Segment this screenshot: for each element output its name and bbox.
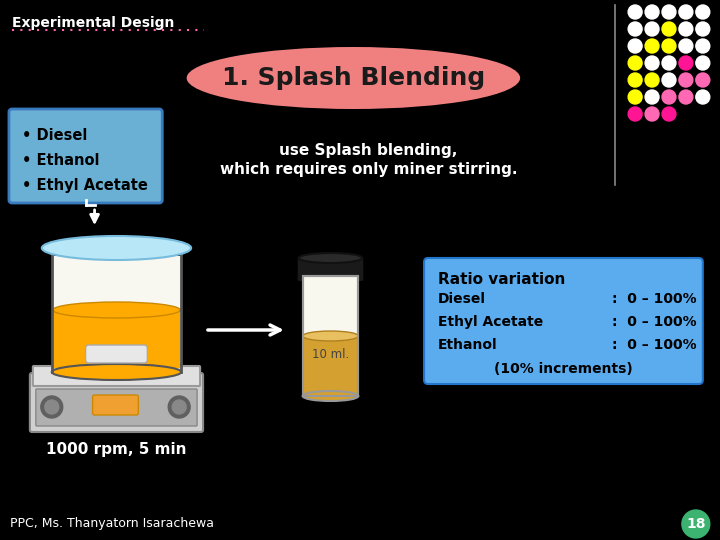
Circle shape	[696, 90, 710, 104]
Text: 1. Splash Blending: 1. Splash Blending	[222, 66, 485, 90]
Circle shape	[628, 5, 642, 19]
Circle shape	[45, 400, 59, 414]
Ellipse shape	[42, 236, 191, 260]
FancyBboxPatch shape	[52, 256, 181, 364]
Circle shape	[696, 5, 710, 19]
FancyBboxPatch shape	[86, 345, 148, 363]
Circle shape	[645, 22, 659, 36]
Text: Experimental Design: Experimental Design	[12, 16, 174, 30]
FancyBboxPatch shape	[424, 258, 703, 384]
Circle shape	[645, 107, 659, 121]
Ellipse shape	[302, 391, 359, 401]
Circle shape	[696, 39, 710, 53]
Circle shape	[628, 39, 642, 53]
Circle shape	[628, 22, 642, 36]
FancyBboxPatch shape	[30, 373, 203, 432]
FancyBboxPatch shape	[33, 366, 200, 386]
Ellipse shape	[53, 302, 180, 318]
Circle shape	[645, 5, 659, 19]
Text: PPC, Ms. Thanyatorn Isarachewa: PPC, Ms. Thanyatorn Isarachewa	[10, 517, 214, 530]
Text: Ethyl Acetate: Ethyl Acetate	[438, 315, 544, 329]
FancyBboxPatch shape	[93, 395, 138, 415]
Text: which requires only miner stirring.: which requires only miner stirring.	[220, 162, 517, 177]
FancyBboxPatch shape	[302, 336, 359, 396]
Text: (10% increments): (10% increments)	[494, 362, 633, 376]
Circle shape	[696, 56, 710, 70]
Text: :  0 – 100%: : 0 – 100%	[612, 315, 697, 329]
Circle shape	[679, 90, 693, 104]
Circle shape	[679, 39, 693, 53]
Circle shape	[662, 39, 676, 53]
Circle shape	[662, 5, 676, 19]
Text: use Splash blending,: use Splash blending,	[279, 143, 457, 158]
Circle shape	[696, 73, 710, 87]
Circle shape	[628, 107, 642, 121]
Text: Diesel: Diesel	[438, 292, 486, 306]
Circle shape	[679, 5, 693, 19]
FancyBboxPatch shape	[36, 389, 197, 426]
FancyBboxPatch shape	[53, 310, 180, 368]
Circle shape	[682, 510, 710, 538]
Circle shape	[168, 396, 190, 418]
Ellipse shape	[299, 253, 362, 263]
Text: 1000 rpm, 5 min: 1000 rpm, 5 min	[46, 442, 186, 457]
Circle shape	[662, 73, 676, 87]
Text: 18: 18	[686, 517, 706, 531]
Text: :  0 – 100%: : 0 – 100%	[612, 292, 697, 306]
Circle shape	[696, 22, 710, 36]
Ellipse shape	[186, 47, 520, 109]
Circle shape	[41, 396, 63, 418]
Circle shape	[679, 56, 693, 70]
Circle shape	[662, 22, 676, 36]
Ellipse shape	[52, 364, 181, 380]
Text: • Diesel: • Diesel	[22, 128, 87, 143]
Text: • Ethanol: • Ethanol	[22, 153, 99, 168]
Circle shape	[628, 56, 642, 70]
Circle shape	[662, 56, 676, 70]
Circle shape	[645, 56, 659, 70]
FancyBboxPatch shape	[302, 276, 359, 396]
Ellipse shape	[302, 331, 359, 341]
Circle shape	[662, 107, 676, 121]
Circle shape	[645, 90, 659, 104]
Circle shape	[662, 90, 676, 104]
Text: 10 ml.: 10 ml.	[312, 348, 349, 361]
Text: Ratio variation: Ratio variation	[438, 272, 565, 287]
Circle shape	[679, 22, 693, 36]
Text: • Ethyl Acetate: • Ethyl Acetate	[22, 178, 148, 193]
Circle shape	[172, 400, 186, 414]
FancyBboxPatch shape	[297, 256, 364, 282]
FancyBboxPatch shape	[9, 109, 162, 203]
Text: Ethanol: Ethanol	[438, 338, 498, 352]
Circle shape	[645, 39, 659, 53]
Circle shape	[645, 73, 659, 87]
Circle shape	[628, 90, 642, 104]
Circle shape	[628, 73, 642, 87]
Circle shape	[679, 73, 693, 87]
Text: :  0 – 100%: : 0 – 100%	[612, 338, 697, 352]
